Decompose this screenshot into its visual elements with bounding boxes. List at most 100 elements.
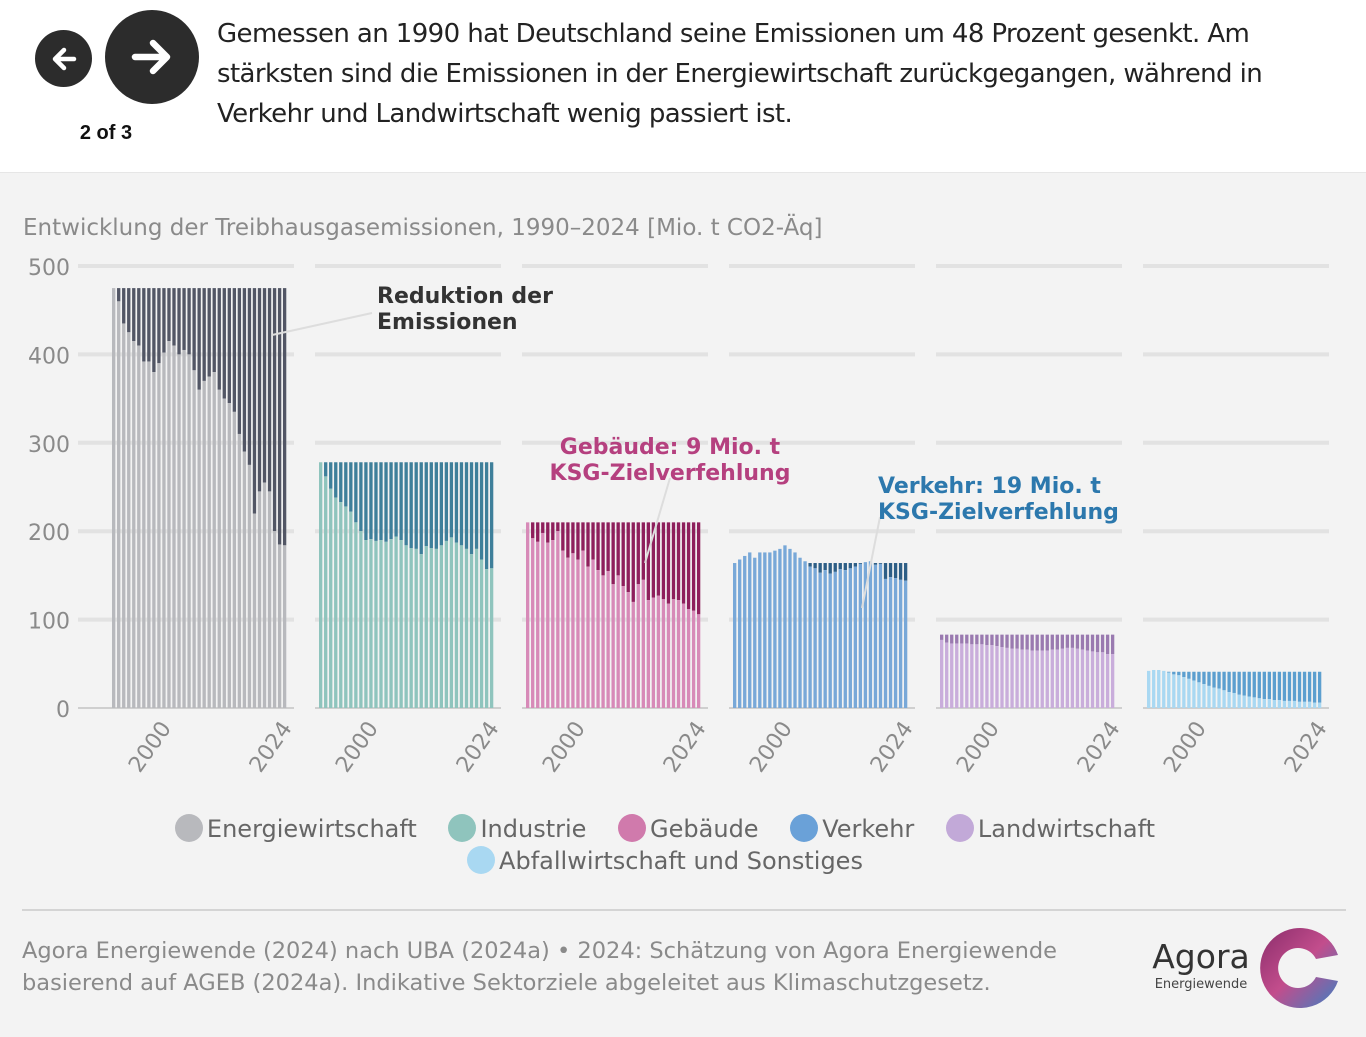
bar	[768, 552, 772, 708]
bar-reduction	[531, 522, 535, 539]
bar	[743, 555, 747, 708]
bar	[691, 610, 696, 708]
y-tick-label: 200	[28, 521, 70, 546]
bar	[1307, 701, 1312, 708]
bar	[474, 548, 479, 708]
bar	[1277, 700, 1282, 708]
bar	[1212, 687, 1216, 708]
bar-reduction	[681, 522, 686, 604]
bar-reduction	[1242, 671, 1246, 696]
bar-reduction	[142, 288, 146, 362]
bar-reduction	[818, 563, 822, 573]
bar-reduction	[324, 462, 328, 477]
bar-reduction	[1267, 671, 1272, 700]
bar-reduction	[424, 462, 428, 547]
bar	[763, 552, 767, 708]
bar-reduction	[1222, 671, 1226, 691]
bar	[863, 562, 868, 708]
legend-item-verkehr[interactable]: Verkehr	[790, 813, 914, 845]
bar	[1197, 682, 1201, 708]
bar-reduction	[1307, 671, 1312, 702]
legend-label: Gebäude	[650, 815, 759, 843]
legend-item-abfallwirtschaft[interactable]: Abfallwirtschaft und Sonstiges	[467, 845, 863, 877]
bar	[853, 566, 858, 708]
legend-label: Landwirtschaft	[977, 815, 1156, 843]
bar-reduction	[1272, 671, 1277, 701]
bar-reduction	[666, 522, 671, 604]
bar-reduction	[536, 522, 540, 542]
bar-reduction	[950, 634, 954, 644]
bar	[940, 639, 944, 708]
bar-reduction	[1100, 634, 1105, 653]
bar-reduction	[1187, 671, 1191, 679]
bar	[903, 580, 908, 708]
bar-reduction	[1030, 634, 1034, 651]
x-tick-label: 2024	[452, 717, 505, 777]
legend-item-industrie[interactable]: Industrie	[448, 813, 586, 845]
bar-reduction	[611, 522, 615, 585]
bar	[1232, 692, 1236, 708]
bar	[1312, 702, 1317, 708]
page-counter: 2 of 3	[79, 122, 133, 144]
bar-reduction	[813, 563, 817, 569]
bar-reduction	[1060, 634, 1065, 649]
bar	[197, 389, 201, 708]
bar-reduction	[1065, 634, 1070, 648]
bar	[137, 345, 141, 708]
bar-reduction	[147, 288, 151, 362]
bar-reduction	[232, 288, 237, 412]
bar-reduction	[399, 462, 403, 541]
x-tick-label: 2000	[538, 717, 591, 777]
bar-reduction	[257, 288, 262, 492]
bar-reduction	[566, 522, 570, 558]
bar-reduction	[691, 522, 696, 611]
bar-reduction	[1020, 634, 1024, 650]
logo-subtitle: Energiewende	[1154, 977, 1248, 992]
bar	[753, 557, 757, 708]
bar-reduction	[207, 288, 211, 377]
y-tick-label: 400	[28, 344, 70, 369]
bar-reduction	[1080, 634, 1085, 650]
bar-reduction	[449, 462, 454, 538]
bar	[277, 544, 282, 708]
bar	[1020, 649, 1024, 708]
bar	[671, 599, 676, 708]
agora-logo-icon	[1260, 928, 1338, 1008]
bar	[566, 557, 570, 708]
bar	[803, 561, 807, 708]
bar	[1050, 649, 1054, 708]
bar-reduction	[202, 288, 206, 381]
bar-reduction	[1247, 671, 1251, 697]
bar	[1267, 699, 1272, 708]
bar	[469, 554, 474, 708]
bar-reduction	[217, 288, 221, 390]
bar	[1247, 696, 1251, 708]
bar	[1242, 695, 1246, 708]
bar	[843, 570, 847, 708]
bar	[571, 553, 575, 708]
bar	[980, 644, 984, 708]
logo-word: Agora	[1152, 937, 1250, 976]
bar-reduction	[359, 462, 363, 532]
bar	[282, 545, 287, 708]
bar-reduction	[883, 563, 888, 579]
bar	[596, 570, 600, 708]
x-tick-label: 2024	[866, 717, 919, 777]
bar-reduction	[858, 563, 863, 564]
bar	[242, 451, 247, 708]
bar	[656, 595, 661, 708]
legend-item-energiewirtschaft[interactable]: Energiewirtschaft	[174, 813, 417, 845]
y-tick-label: 300	[28, 433, 70, 458]
legend-label: Energiewirtschaft	[206, 815, 417, 843]
legend-label: Abfallwirtschaft und Sonstiges	[499, 847, 863, 875]
next-button[interactable]	[105, 10, 199, 104]
legend-item-gebaeude[interactable]: Gebäude	[618, 813, 759, 845]
bar	[374, 540, 378, 708]
bar	[818, 572, 822, 708]
bar	[1085, 650, 1090, 708]
bar-reduction	[1257, 671, 1261, 699]
bar	[404, 545, 408, 708]
previous-button[interactable]	[35, 30, 92, 87]
legend-item-landwirtschaft[interactable]: Landwirtschaft	[945, 813, 1156, 845]
bar	[1192, 680, 1196, 708]
